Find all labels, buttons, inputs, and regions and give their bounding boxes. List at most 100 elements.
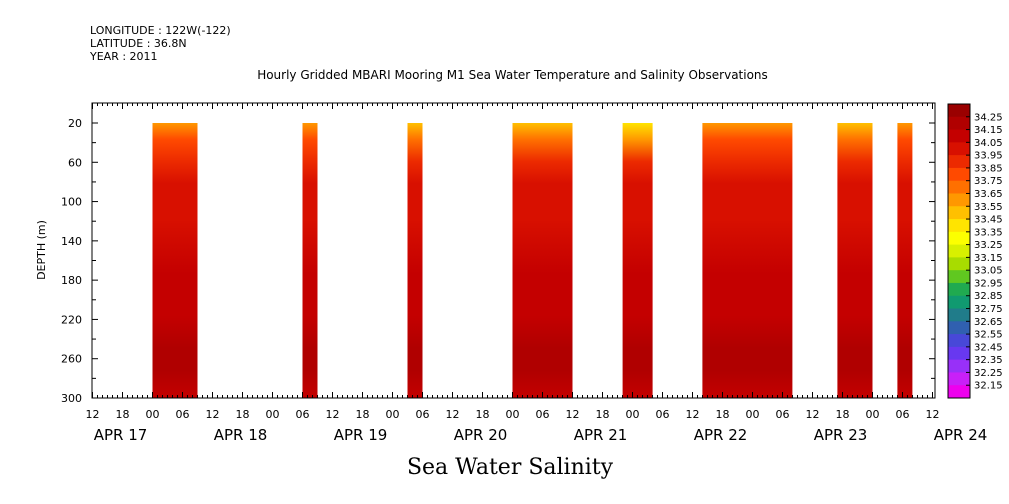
x-date-label: APR 23: [814, 426, 868, 444]
colorbar-label: 33.95: [974, 151, 1003, 162]
axis-ticks: [92, 103, 935, 399]
x-hour-label: 12: [446, 408, 460, 421]
x-hour-label: 00: [866, 408, 880, 421]
colorbar-label: 33.35: [974, 227, 1003, 238]
y-tick-label: 300: [61, 392, 82, 405]
x-hour-label: 12: [86, 408, 100, 421]
colorbar-label: 32.75: [974, 304, 1003, 315]
data-segment: [407, 123, 423, 398]
colorbar-swatch: [948, 180, 970, 194]
x-hour-label: 18: [116, 408, 130, 421]
colorbar-swatch: [948, 244, 970, 258]
y-tick-label: 260: [61, 353, 82, 366]
colorbar-swatch: [948, 321, 970, 335]
colorbar-swatch: [948, 206, 970, 220]
colorbar-label: 33.45: [974, 215, 1003, 226]
y-tick-label: 60: [68, 156, 82, 169]
colorbar-label: 32.25: [974, 368, 1003, 379]
colorbar-swatch: [948, 359, 970, 373]
x-date-label: APR 24: [934, 426, 988, 444]
data-segment: [622, 123, 653, 398]
x-hour-label: 00: [386, 408, 400, 421]
colorbar-swatch: [948, 270, 970, 284]
data-segments: [152, 123, 913, 398]
x-hour-label: 12: [566, 408, 580, 421]
colorbar-label: 32.85: [974, 291, 1003, 302]
colorbar-swatch: [948, 257, 970, 271]
x-date-label: APR 17: [94, 426, 148, 444]
y-tick-label: 20: [68, 117, 82, 130]
data-segment: [302, 123, 318, 398]
year-label: YEAR : 2011: [90, 50, 158, 63]
x-hour-label: 00: [146, 408, 160, 421]
colorbar-swatch: [948, 142, 970, 156]
colorbar-swatch: [948, 129, 970, 143]
colorbar-swatch: [948, 372, 970, 386]
colorbar-swatch: [948, 104, 970, 118]
x-hour-label: 06: [536, 408, 550, 421]
longitude-label: LONGITUDE : 122W(-122): [90, 24, 231, 37]
x-hour-labels: 12 18 00 06 12 18 00 06 12 18 00 06 12 18 00 06 12 18 00 06…: [86, 408, 940, 421]
colorbar-label: 32.65: [974, 317, 1003, 328]
x-hour-label: 06: [416, 408, 430, 421]
colorbar-swatch: [948, 219, 970, 233]
colorbar-label: 32.35: [974, 355, 1003, 366]
colorbar-swatch: [948, 231, 970, 246]
colorbar-swatch: [948, 308, 970, 322]
colorbar-label: 32.55: [974, 330, 1003, 341]
colorbar-label: 34.25: [974, 112, 1003, 123]
colorbar-frame: [947, 103, 971, 399]
y-axis-label: DEPTH (m): [35, 220, 48, 280]
x-hour-label: 06: [296, 408, 310, 421]
variable-label: Sea Water Salinity: [406, 455, 614, 480]
colorbar-label: 33.05: [974, 266, 1003, 277]
x-hour-label: 12: [686, 408, 700, 421]
colorbar-label: 33.25: [974, 240, 1003, 251]
colorbar-label: 33.85: [974, 163, 1003, 174]
y-tick-labels: 20 60 100 140 180 220 260 300: [61, 117, 82, 405]
x-hour-label: 06: [776, 408, 790, 421]
latitude-label: LATITUDE : 36.8N: [90, 37, 187, 50]
data-segment: [152, 123, 198, 398]
x-hour-label: 18: [476, 408, 490, 421]
chart-title: Hourly Gridded MBARI Mooring M1 Sea Wate…: [257, 68, 768, 82]
colorbar-label: 33.75: [974, 176, 1003, 187]
x-hour-label: 18: [836, 408, 850, 421]
x-hour-label: 00: [626, 408, 640, 421]
x-date-label: APR 21: [574, 426, 628, 444]
x-hour-label: 00: [506, 408, 520, 421]
y-tick-label: 180: [61, 274, 82, 287]
x-hour-label: 06: [176, 408, 190, 421]
x-hour-label: 18: [356, 408, 370, 421]
plot-frame: [91, 102, 936, 399]
colorbar-swatch: [948, 346, 970, 361]
colorbar-label: 32.95: [974, 278, 1003, 289]
colorbar-label: 33.15: [974, 253, 1003, 264]
y-tick-label: 220: [61, 313, 82, 326]
x-hour-label: 18: [236, 408, 250, 421]
x-hour-label: 12: [926, 408, 940, 421]
x-hour-label: 12: [806, 408, 820, 421]
data-segment: [897, 123, 913, 398]
x-date-label: APR 22: [694, 426, 748, 444]
colorbar-label: 32.15: [974, 381, 1003, 392]
colorbar-swatch: [948, 334, 970, 348]
data-segment: [837, 123, 873, 398]
colorbar-swatch: [948, 295, 970, 310]
x-hour-label: 18: [716, 408, 730, 421]
colorbar-swatch: [948, 167, 970, 182]
y-tick-label: 140: [61, 235, 82, 248]
x-hour-label: 00: [266, 408, 280, 421]
y-tick-label: 100: [61, 196, 82, 209]
x-hour-label: 06: [896, 408, 910, 421]
x-date-label: APR 19: [334, 426, 388, 444]
colorbar-label: 33.55: [974, 202, 1003, 213]
x-date-label: APR 20: [454, 426, 508, 444]
colorbar-swatch: [948, 116, 970, 131]
colorbar-label: 33.65: [974, 189, 1003, 200]
colorbar-swatch: [948, 193, 970, 207]
colorbar-label: 32.45: [974, 342, 1003, 353]
x-hour-label: 12: [326, 408, 340, 421]
